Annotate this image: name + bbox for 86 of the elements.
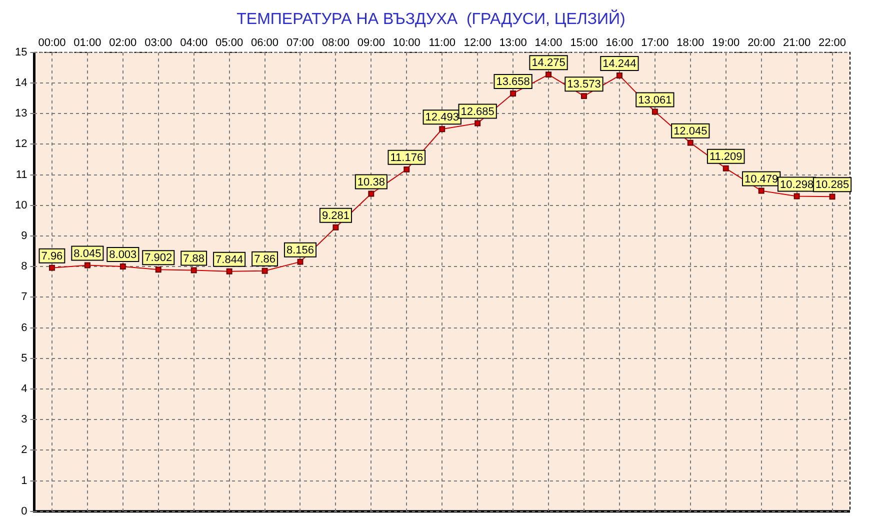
data-label: 10.38 <box>357 176 385 188</box>
point <box>474 120 481 126</box>
x-tick-label: 08:00 <box>322 36 350 49</box>
point <box>84 262 90 268</box>
y-tick-label: 14 <box>14 77 28 90</box>
y-tick-label: 10 <box>14 199 28 212</box>
y-tick-label: 1 <box>21 474 28 487</box>
x-tick-label: 18:00 <box>676 36 704 49</box>
x-tick-label: 00:00 <box>38 36 66 49</box>
y-tick-label: 11 <box>16 168 28 181</box>
y-tick-label: 13 <box>14 108 28 120</box>
data-label: 7.844 <box>216 254 244 266</box>
x-tick-label: 21:00 <box>783 36 811 49</box>
data-label: 14.244 <box>602 58 636 70</box>
data-label: 11.176 <box>390 152 424 164</box>
point <box>190 267 197 274</box>
data-label: 10.285 <box>815 179 850 192</box>
x-tick-label: 16:00 <box>606 36 634 49</box>
point <box>155 266 162 273</box>
point <box>794 193 800 200</box>
point <box>722 165 729 172</box>
data-label: 9.281 <box>322 210 350 222</box>
data-label: 8.156 <box>286 244 314 256</box>
point <box>226 268 232 274</box>
x-tick-label: 17:00 <box>641 36 669 49</box>
y-tick-label: 4 <box>21 383 28 396</box>
data-label: 12.493 <box>425 112 459 124</box>
y-tick-label: 0 <box>21 505 28 518</box>
point <box>120 264 126 270</box>
x-tick-label: 01:00 <box>74 36 102 49</box>
chart-title: ТЕМПЕРАТУРА НА ВЪЗДУХА (ГРАДУСИ, ЦЕЛЗИЙ) <box>236 9 626 28</box>
point <box>546 72 552 78</box>
data-label: 14.275 <box>532 57 566 70</box>
data-label: 8.003 <box>109 249 137 262</box>
x-tick-label: 09:00 <box>357 36 385 49</box>
y-tick-label: 2 <box>21 444 28 456</box>
y-tick-label: 5 <box>21 352 28 364</box>
x-tick-label: 12:00 <box>464 36 492 49</box>
point <box>332 224 339 230</box>
data-label: 10.479 <box>744 173 778 186</box>
x-tick-label: 19:00 <box>712 36 740 49</box>
point <box>581 93 587 100</box>
point <box>652 108 658 115</box>
data-label: 10.298 <box>780 178 814 191</box>
point <box>510 90 516 96</box>
data-label: 12.685 <box>460 106 494 118</box>
point <box>368 190 374 197</box>
point <box>758 188 764 194</box>
x-tick-label: 20:00 <box>748 36 776 49</box>
y-tick-label: 3 <box>21 414 28 426</box>
data-label: 11.209 <box>709 150 742 163</box>
x-tick-label: 04:00 <box>180 36 208 49</box>
point <box>687 140 694 146</box>
point <box>297 258 304 265</box>
point <box>48 264 55 271</box>
x-tick-label: 07:00 <box>286 36 314 49</box>
point <box>262 268 268 274</box>
y-tick-label: 12 <box>14 138 28 150</box>
y-tick-label: 9 <box>21 230 28 242</box>
y-tick-label: 8 <box>21 260 28 273</box>
y-tick-label: 6 <box>21 322 28 334</box>
point <box>616 72 622 79</box>
x-tick-label: 03:00 <box>144 36 172 49</box>
data-label: 13.658 <box>496 76 530 88</box>
data-label: 13.061 <box>638 94 672 106</box>
data-label: 7.86 <box>254 253 276 266</box>
x-tick-label: 15:00 <box>570 36 598 49</box>
x-tick-label: 05:00 <box>216 36 244 49</box>
data-label: 7.88 <box>183 252 205 265</box>
y-tick-label: 7 <box>21 291 28 304</box>
x-tick-label: 11:00 <box>428 36 456 49</box>
data-label: 13.573 <box>567 78 601 91</box>
x-tick-label: 06:00 <box>251 36 279 49</box>
data-label: 12.045 <box>674 125 708 138</box>
point <box>829 194 836 200</box>
data-label: 7.902 <box>144 252 172 264</box>
x-tick-label: 13:00 <box>499 36 527 49</box>
x-tick-label: 14:00 <box>534 36 562 49</box>
point <box>439 126 446 132</box>
data-label: 8.045 <box>74 248 102 260</box>
point <box>404 166 410 172</box>
data-label: 7.96 <box>41 250 63 262</box>
x-tick-label: 22:00 <box>818 36 846 49</box>
x-tick-label: 10:00 <box>392 36 420 49</box>
y-tick-label: 15 <box>14 46 28 58</box>
x-tick-label: 02:00 <box>109 36 137 49</box>
